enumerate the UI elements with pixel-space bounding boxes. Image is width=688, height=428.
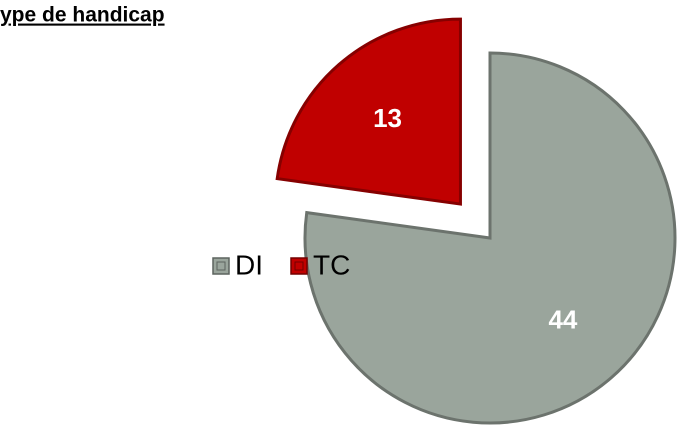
legend-label: TC xyxy=(313,249,350,280)
legend-swatch xyxy=(290,257,308,275)
pie-slice xyxy=(303,51,677,425)
data-label: 13 xyxy=(373,103,402,133)
chart-title: ype de handicap xyxy=(0,4,165,27)
legend-swatch-inner xyxy=(216,261,226,271)
pie-slice xyxy=(275,17,462,206)
data-label: 44 xyxy=(548,305,577,335)
legend-swatch-inner xyxy=(294,261,304,271)
legend-swatch xyxy=(212,257,230,275)
legend-label: DI xyxy=(235,249,263,280)
